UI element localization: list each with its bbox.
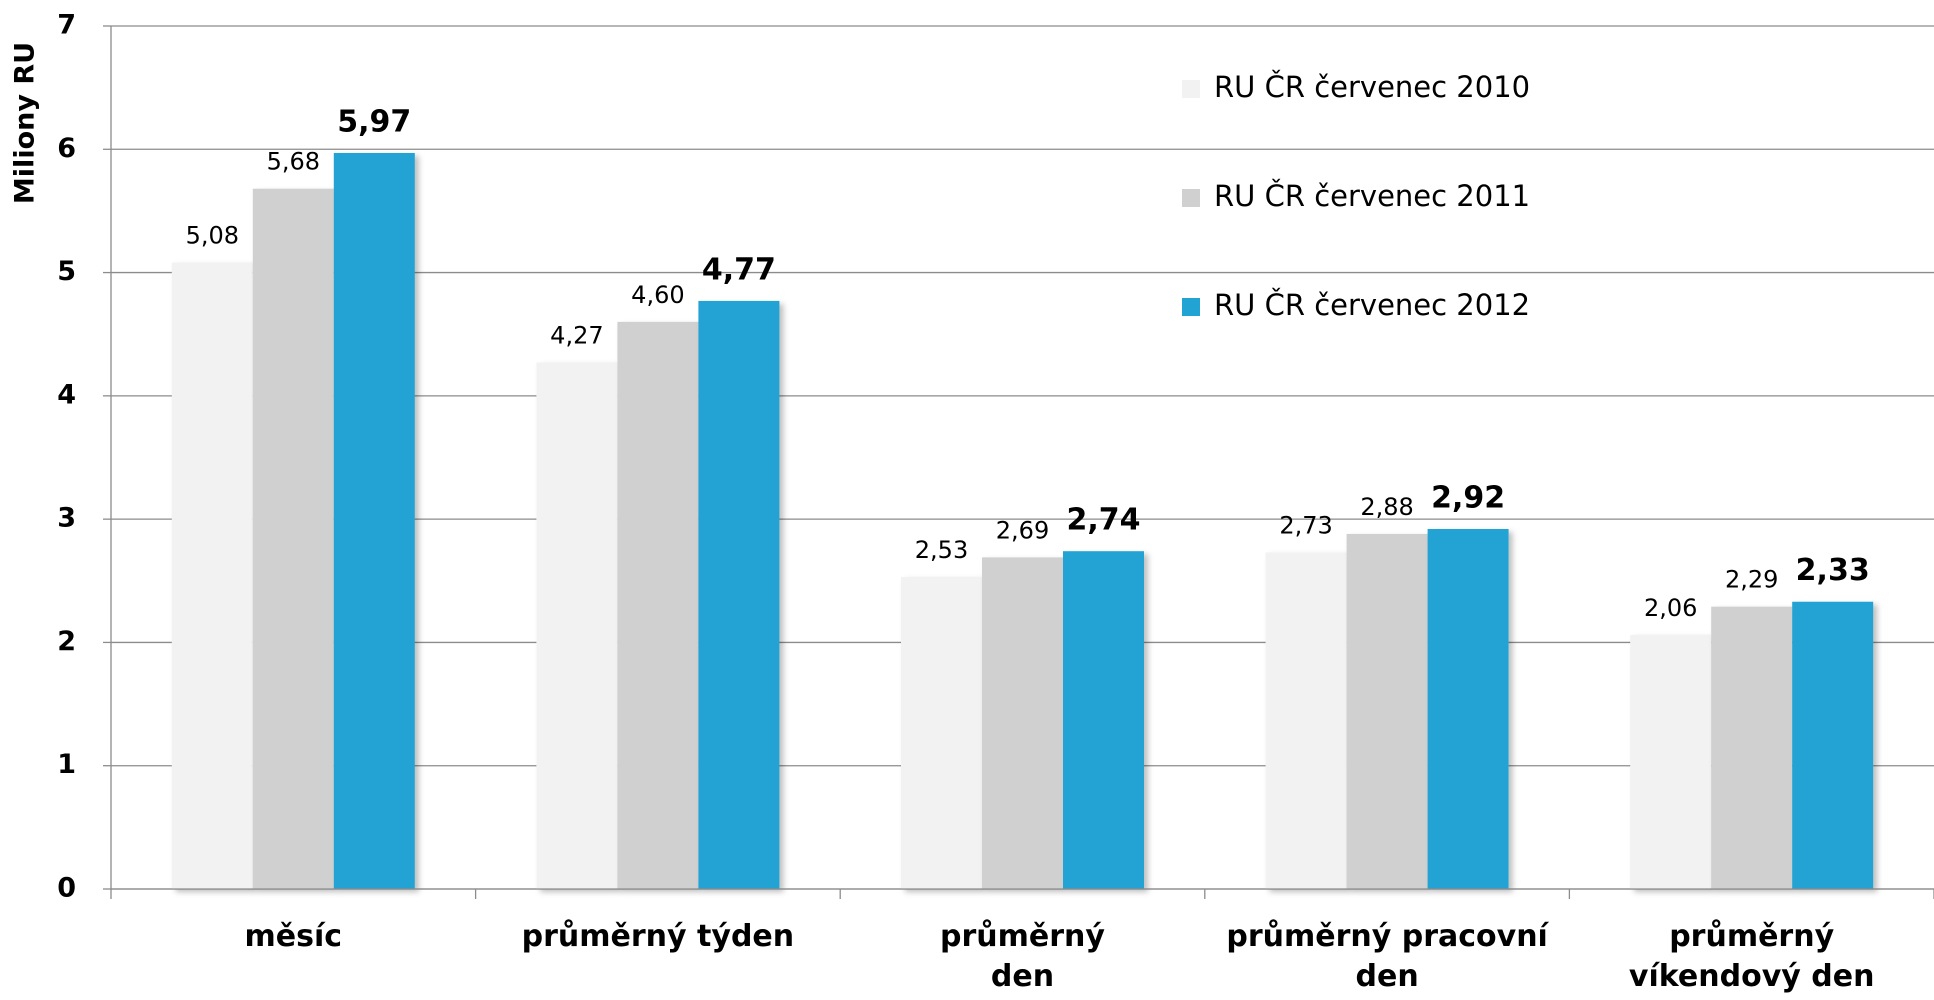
x-tick-label: průměrný týden <box>521 919 795 954</box>
value-label: 5,08 <box>186 222 239 250</box>
value-label: 2,53 <box>915 536 968 564</box>
bar <box>1711 606 1793 889</box>
value-label: 2,88 <box>1360 493 1413 521</box>
y-tick-label: 3 <box>57 503 76 534</box>
bar <box>617 321 699 889</box>
y-tick-label: 6 <box>57 133 76 164</box>
y-tick-label: 4 <box>57 379 76 410</box>
bar <box>1346 533 1428 889</box>
bar <box>901 577 982 889</box>
y-tick-label: 2 <box>57 626 76 657</box>
value-label: 4,77 <box>702 252 776 287</box>
legend-swatch <box>1182 80 1200 98</box>
value-label: 2,06 <box>1644 594 1697 622</box>
y-tick-label: 0 <box>57 873 76 904</box>
value-label: 2,33 <box>1796 553 1870 588</box>
bar <box>1427 529 1509 889</box>
bar <box>1265 552 1347 889</box>
value-label: 2,74 <box>1066 503 1140 538</box>
value-label: 2,92 <box>1431 481 1505 516</box>
y-tick-label: 7 <box>57 10 76 41</box>
value-label: 2,29 <box>1725 566 1778 594</box>
legend-swatch <box>1182 298 1200 316</box>
bar <box>171 262 253 889</box>
value-label: 5,97 <box>337 104 411 139</box>
bar <box>536 362 618 889</box>
bar <box>1792 601 1874 889</box>
x-tick-label: průměrný víkendový den <box>1628 919 1875 994</box>
value-label: 4,60 <box>631 281 684 309</box>
value-label: 5,68 <box>267 148 320 176</box>
legend-label: RU ČR červenec 2012 <box>1214 288 1530 322</box>
bar <box>252 188 334 890</box>
legend-swatch <box>1182 189 1200 207</box>
bar <box>333 152 415 890</box>
bar <box>698 300 780 890</box>
x-tick-label: průměrný pracovní den <box>1226 919 1548 994</box>
bar <box>1630 635 1712 889</box>
bar <box>982 557 1063 889</box>
value-label: 4,27 <box>550 322 603 350</box>
y-tick-label: 1 <box>57 749 76 780</box>
x-tick-label: průměrný den <box>940 919 1105 994</box>
legend-label: RU ČR červenec 2011 <box>1214 179 1530 213</box>
value-label: 2,73 <box>1279 511 1332 539</box>
bar <box>1063 551 1144 889</box>
x-tick-label: měsíc <box>244 919 343 954</box>
y-tick-label: 5 <box>57 256 76 287</box>
value-label: 2,69 <box>996 516 1049 544</box>
legend-label: RU ČR červenec 2010 <box>1214 70 1530 104</box>
y-axis-label: Miliony RU <box>10 42 41 204</box>
